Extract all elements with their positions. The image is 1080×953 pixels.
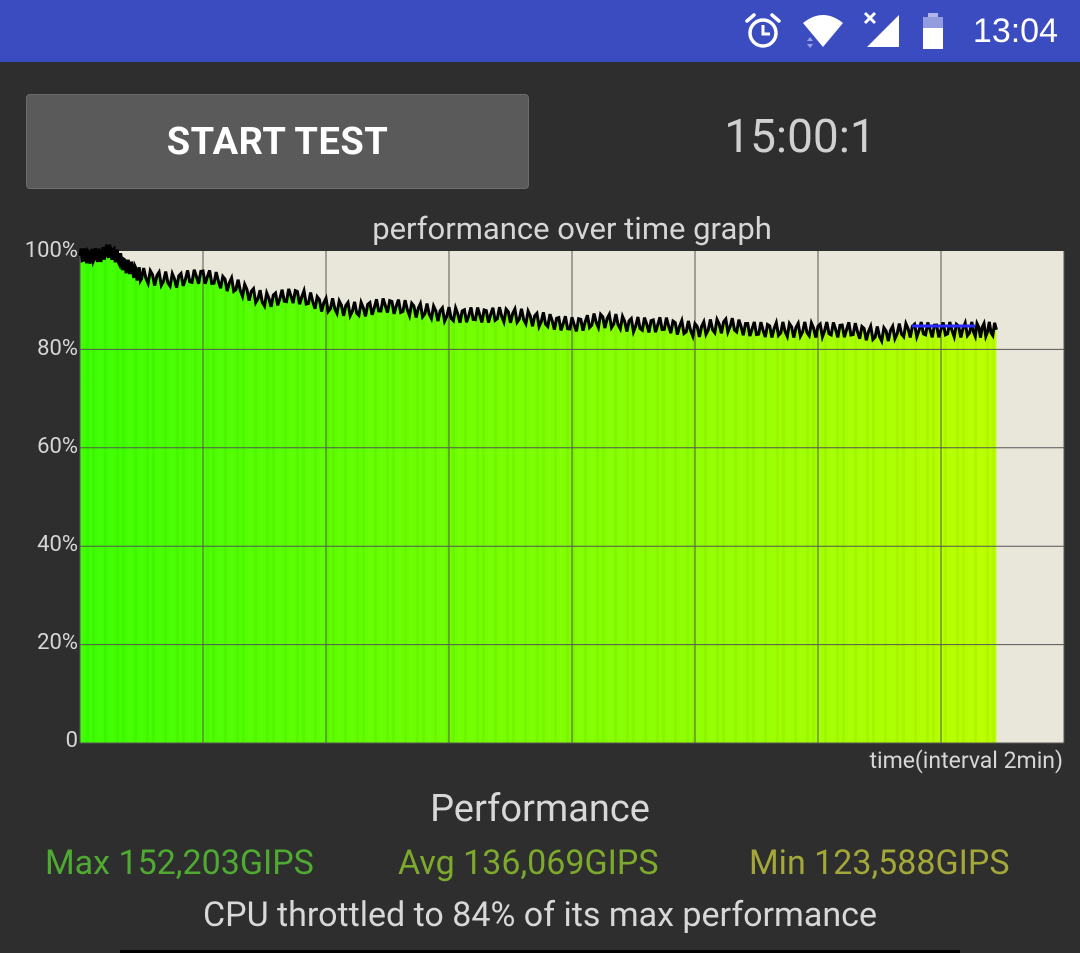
y-tick-label: 0: [65, 728, 78, 753]
fill-stripe: [224, 251, 227, 743]
fill-stripe: [518, 251, 521, 743]
fill-stripe: [440, 251, 443, 743]
throttle-summary: CPU throttled to 84% of its max performa…: [203, 895, 877, 935]
fill-stripe: [506, 251, 509, 743]
alarm-clock-icon: [745, 13, 781, 48]
fill-stripe: [98, 251, 101, 743]
max-performance: Max 152,203GIPS: [45, 843, 314, 883]
fill-stripe: [434, 251, 437, 743]
cellular-no-signal-icon: [863, 11, 899, 47]
fill-stripe: [332, 251, 335, 743]
fill-stripe: [206, 251, 209, 743]
fill-stripe: [494, 251, 497, 743]
status-time: 13:04: [972, 11, 1058, 50]
fill-stripe: [290, 251, 293, 743]
bottom-divider: [120, 950, 960, 953]
fill-stripe: [338, 251, 341, 743]
fill-stripe: [362, 251, 365, 743]
fill-stripe: [152, 251, 155, 743]
fill-stripe: [422, 251, 425, 743]
fill-stripe: [218, 251, 221, 743]
fill-stripe: [260, 251, 263, 743]
fill-stripe: [134, 251, 137, 743]
test-duration-timer: 15:00:1: [724, 110, 876, 164]
grid-lines: [79, 251, 1065, 744]
y-tick-label: 40%: [37, 532, 78, 557]
fill-stripe: [482, 251, 485, 743]
fill-stripe: [254, 251, 257, 743]
fill-stripe: [320, 251, 323, 743]
fill-stripe: [236, 251, 239, 743]
fill-stripe: [458, 251, 461, 743]
min-performance: Min 123,588GIPS: [749, 843, 1010, 883]
fill-stripe: [86, 251, 89, 743]
fill-stripe: [302, 251, 305, 743]
y-tick-label: 80%: [37, 336, 78, 361]
performance-line: [78, 244, 998, 346]
fill-stripe: [92, 251, 95, 743]
fill-stripe: [470, 251, 473, 743]
fill-stripe: [242, 251, 245, 743]
fill-stripe: [452, 251, 455, 743]
fill-stripe: [476, 251, 479, 743]
fill-stripe: [380, 251, 383, 743]
fill-stripe: [272, 251, 275, 743]
fill-stripe: [308, 251, 311, 743]
fill-stripe: [248, 251, 251, 743]
start-test-button[interactable]: START TEST: [26, 94, 529, 189]
avg-performance: Avg 136,069GIPS: [398, 843, 659, 883]
fill-stripe: [410, 251, 413, 743]
fill-stripe: [392, 251, 395, 743]
y-tick-label: 20%: [37, 630, 78, 655]
fill-stripe: [128, 251, 131, 743]
fill-stripe: [164, 251, 167, 743]
fill-stripe: [374, 251, 377, 743]
fill-stripe: [488, 251, 491, 743]
fill-stripe: [314, 251, 317, 743]
fill-stripe: [188, 251, 191, 743]
fill-stripe: [212, 251, 215, 743]
fill-stripe: [386, 251, 389, 743]
fill-stripe: [158, 251, 161, 743]
x-axis-label: time(interval 2min): [869, 747, 1063, 774]
performance-title: Performance: [430, 787, 650, 831]
fill-stripe: [356, 251, 359, 743]
y-tick-label: 100%: [24, 238, 78, 263]
fill-stripe: [140, 251, 143, 743]
y-tick-label: 60%: [37, 434, 78, 459]
fill-stripe: [266, 251, 269, 743]
fill-stripe: [398, 251, 401, 743]
performance-area: [80, 244, 997, 743]
fill-stripe: [194, 251, 197, 743]
fill-stripe: [146, 251, 149, 743]
battery-icon: [922, 13, 943, 49]
fill-stripe: [344, 251, 347, 743]
wifi-icon: [802, 15, 843, 48]
fill-stripe: [464, 251, 467, 743]
fill-stripe: [182, 251, 185, 743]
fill-stripe: [428, 251, 431, 743]
fill-stripe: [284, 251, 287, 743]
fill-stripe: [104, 251, 107, 743]
fill-stripe: [170, 251, 173, 743]
fill-stripe: [500, 251, 503, 743]
fill-stripe: [176, 251, 179, 743]
fill-stripe: [512, 251, 515, 743]
fill-stripe: [416, 251, 419, 743]
fill-stripe: [404, 251, 407, 743]
graph-title: performance over time graph: [372, 210, 772, 247]
fill-stripe: [278, 251, 281, 743]
fill-stripe: [230, 251, 233, 743]
fill-stripe: [122, 251, 125, 743]
fill-stripe: [368, 251, 371, 743]
fill-stripe: [110, 251, 113, 743]
fill-stripe: [296, 251, 299, 743]
fill-stripe: [116, 251, 119, 743]
status-bar: 13:04: [0, 0, 1080, 62]
status-icons: 13:04: [743, 0, 1058, 62]
fill-stripe: [350, 251, 353, 743]
